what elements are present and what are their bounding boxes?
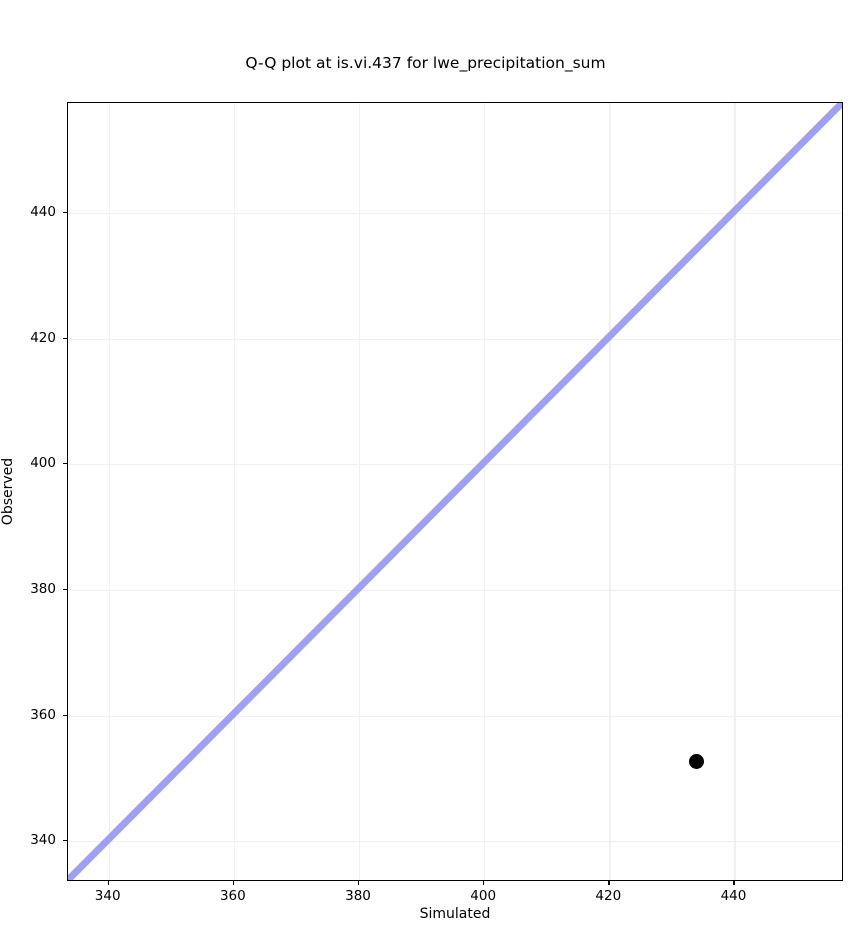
y-tick-mark (63, 337, 67, 339)
x-tick-mark (608, 881, 610, 885)
gridline-horizontal (68, 212, 842, 215)
gridline-vertical (734, 103, 736, 880)
x-tick-label: 400 (470, 888, 497, 904)
y-tick-label: 380 (30, 580, 56, 597)
gridline-horizontal (68, 715, 842, 717)
chart-title-line-1: Q-Q plot at is.vi.437 for lwe_precipitat… (245, 54, 606, 72)
gridline-horizontal (68, 464, 842, 466)
y-tick-mark (63, 840, 67, 842)
gridline-vertical (233, 103, 236, 880)
x-tick-mark (107, 881, 109, 885)
y-axis-label: Observed (0, 457, 16, 526)
x-tick-mark (358, 881, 360, 885)
x-tick-mark (232, 881, 235, 885)
gridline-vertical (359, 103, 361, 880)
gridline-horizontal (68, 338, 842, 340)
gridline-horizontal (68, 589, 842, 592)
x-tick-mark (733, 881, 735, 885)
y-tick-label: 340 (30, 832, 56, 849)
x-tick-label: 340 (94, 888, 121, 904)
gridline-vertical (484, 103, 486, 880)
data-point (689, 753, 705, 769)
plot-area (67, 102, 843, 881)
y-tick-mark (63, 463, 67, 465)
x-tick-mark (483, 881, 485, 885)
y-tick-mark (63, 714, 67, 716)
x-tick-label: 360 (219, 888, 246, 904)
gridline-vertical (108, 103, 110, 880)
x-tick-label: 380 (345, 888, 371, 904)
y-tick-mark (63, 211, 67, 214)
y-tick-label: 400 (30, 455, 56, 472)
y-tick-label: 440 (30, 203, 56, 220)
x-tick-label: 420 (595, 888, 622, 904)
y-tick-label: 360 (30, 706, 56, 723)
gridline-vertical (609, 103, 611, 880)
y-tick-mark (63, 588, 67, 591)
x-tick-label: 440 (720, 888, 747, 904)
one-to-one-reference-line (68, 103, 842, 880)
gridline-horizontal (68, 841, 842, 843)
x-axis-label: Simulated (419, 906, 491, 922)
y-tick-label: 420 (30, 329, 56, 346)
